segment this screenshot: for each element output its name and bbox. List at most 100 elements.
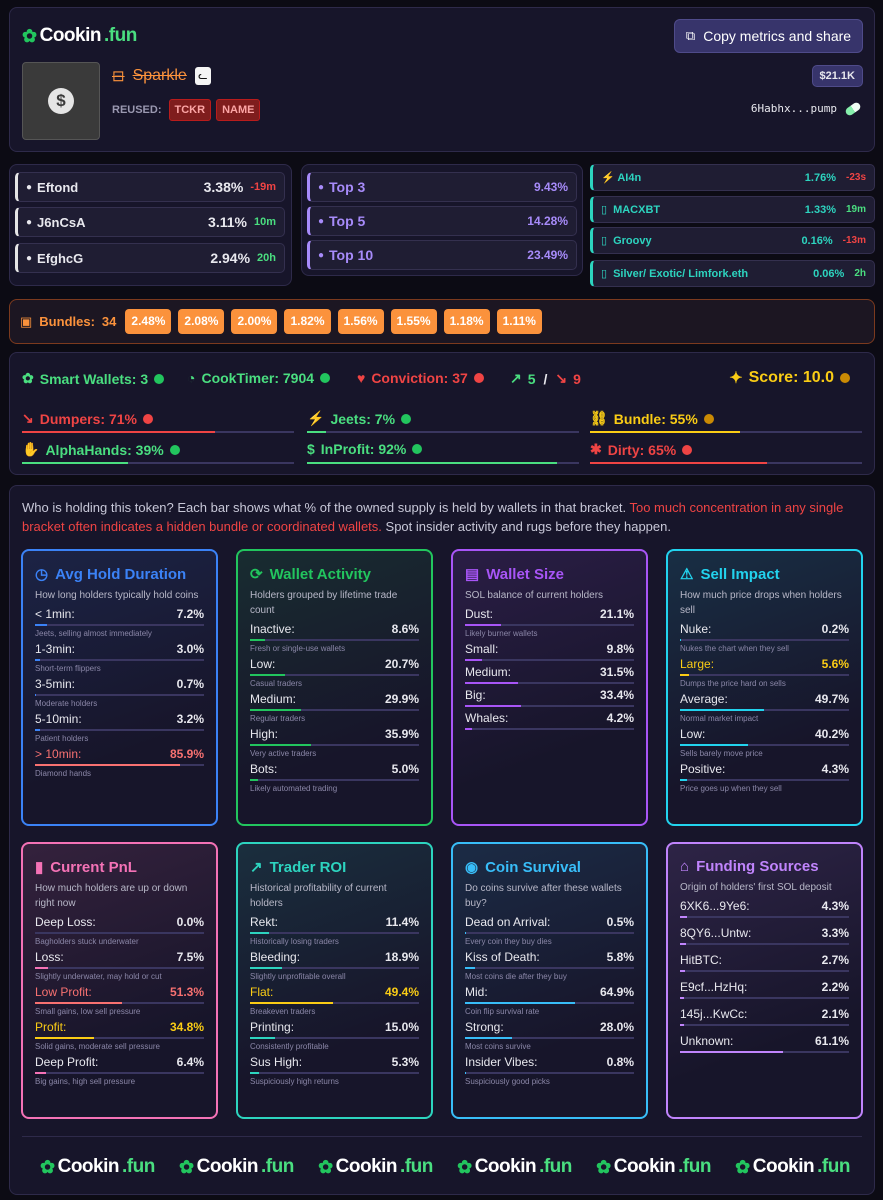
stat-row[interactable]: 6XK6...9Ye6: 4.3%	[680, 899, 849, 918]
stat-value: 3.2%	[176, 712, 204, 726]
stat-row-line: Bleeding: 18.9%	[250, 950, 419, 964]
bundle-pill[interactable]: 1.18%	[443, 309, 490, 334]
stat-row[interactable]: Small: 9.8%	[465, 642, 634, 661]
stat-row[interactable]: Low: 40.2% Sells barely move price	[680, 727, 849, 758]
stat-bar	[35, 764, 204, 766]
stat-row[interactable]: Sus High: 5.3% Suspiciously high returns	[250, 1055, 419, 1086]
share-button[interactable]: ⧉ Copy metrics and share	[674, 19, 863, 53]
stat-row[interactable]: 3-5min: 0.7% Moderate holders	[35, 677, 204, 708]
stat-row[interactable]: High: 35.9% Very active traders	[250, 727, 419, 758]
stat-row[interactable]: Whales: 4.2%	[465, 711, 634, 730]
stat-row[interactable]: 8QY6...Untw: 3.3%	[680, 926, 849, 945]
holder-row[interactable]: ● J6nCsA 3.11% 10m	[15, 207, 285, 237]
stat-subtext: Short-term flippers	[35, 664, 101, 673]
bundle-pill[interactable]: 2.00%	[231, 309, 278, 334]
stat-row[interactable]: Big: 33.4%	[465, 688, 634, 707]
stat-row[interactable]: Strong: 28.0% Most coins survive	[465, 1020, 634, 1051]
stat-row[interactable]: > 10min: 85.9% Diamond hands	[35, 747, 204, 778]
top-group-row[interactable]: ● Top 10 23.49%	[307, 240, 577, 270]
stat-row[interactable]: 5-10min: 3.2% Patient holders	[35, 712, 204, 743]
kol-row[interactable]: ▯ MACXBT 1.33% 19m	[590, 196, 875, 223]
top-group-row[interactable]: ● Top 5 14.28%	[307, 206, 577, 236]
stat-row[interactable]: Bleeding: 18.9% Slightly unprofitable over…	[250, 950, 419, 981]
stat-row[interactable]: 145j...KwCc: 2.1%	[680, 1007, 849, 1026]
cooktimer-metric[interactable]: ◔ CookTimer: 7904	[187, 370, 331, 386]
bundle-pill[interactable]: 1.56%	[337, 309, 384, 334]
alphahands-metric[interactable]: ✋ AlphaHands: 39%	[22, 441, 180, 458]
smart-wallets-metric[interactable]: ✿ Smart Wallets: 3	[22, 370, 165, 387]
stat-row[interactable]: Flat: 49.4% Breakeven traders	[250, 985, 419, 1016]
stat-row[interactable]: Kiss of Death: 5.8% Most coins die after t…	[465, 950, 634, 981]
stat-row[interactable]: Large: 5.6% Dumps the price hard on sells	[680, 657, 849, 688]
stat-row[interactable]: 1-3min: 3.0% Short-term flippers	[35, 642, 204, 673]
stat-bar	[465, 705, 634, 707]
logo[interactable]: ✿ Cookin .fun	[22, 25, 137, 46]
stat-row[interactable]: Deep Loss: 0.0% Bagholders stuck underwate…	[35, 915, 204, 946]
stat-row[interactable]: HitBTC: 2.7%	[680, 953, 849, 972]
kol-row[interactable]: ▯ Silver/ Exotic/ Limfork.eth 0.06% 2h	[590, 260, 875, 287]
stat-row[interactable]: Inactive: 8.6% Fresh or single-use wallets	[250, 622, 419, 653]
holder-row[interactable]: ● Eftond 3.38% -19m	[15, 172, 285, 202]
stat-subtext: Suspiciously good picks	[465, 1077, 550, 1086]
stat-row[interactable]: Deep Profit: 6.4% Big gains, high sell pre…	[35, 1055, 204, 1086]
stat-subtext: Most coins survive	[465, 1042, 531, 1051]
stat-bar	[465, 1037, 634, 1039]
footer-logo[interactable]: ✿ Cookin .fun	[735, 1156, 850, 1177]
dumpers-metric[interactable]: ↘ Dumpers: 71%	[22, 410, 153, 427]
stat-row[interactable]: Insider Vibes: 0.8% Suspiciously good pick…	[465, 1055, 634, 1086]
stat-row[interactable]: Low Profit: 51.3% Small gains, low sell pr…	[35, 985, 204, 1016]
score-metric[interactable]: ✦ Score: 10.0	[729, 368, 850, 388]
bundle-pill[interactable]: 1.11%	[496, 309, 542, 334]
stat-row[interactable]: E9cf...HzHq: 2.2%	[680, 980, 849, 999]
bundle-bar-fill	[590, 431, 740, 433]
stat-row-line: Insider Vibes: 0.8%	[465, 1055, 634, 1069]
stat-bar	[680, 674, 849, 676]
stat-subtext: Likely burner wallets	[465, 629, 538, 638]
stat-row[interactable]: < 1min: 7.2% Jeets, selling almost immedia…	[35, 607, 204, 638]
contract-address[interactable]: 6Habhx...pump	[751, 100, 862, 117]
bundle-pill[interactable]: 2.08%	[178, 309, 225, 334]
footer-logo[interactable]: ✿ Cookin .fun	[318, 1156, 433, 1177]
stat-row[interactable]: Loss: 7.5% Slightly underwater, may hold o…	[35, 950, 204, 981]
footer-logo[interactable]: ✿ Cookin .fun	[40, 1156, 155, 1177]
stat-row[interactable]: Mid: 64.9% Coin flip survival rate	[465, 985, 634, 1016]
bundle-metric[interactable]: ⛓ Bundle: 55%	[590, 410, 714, 427]
stat-bar-fill	[465, 659, 482, 661]
stat-bar-fill	[680, 744, 748, 746]
stat-row-line: Small: 9.8%	[465, 642, 634, 656]
conviction-metric[interactable]: ♥ Conviction: 37	[357, 370, 484, 386]
stat-row[interactable]: Unknown: 61.1%	[680, 1034, 849, 1053]
stat-row-line: Strong: 28.0%	[465, 1020, 634, 1034]
footer-logo[interactable]: ✿ Cookin .fun	[179, 1156, 294, 1177]
stat-bar	[465, 1002, 634, 1004]
stat-bar-fill	[465, 932, 466, 934]
footer-logo[interactable]: ✿ Cookin .fun	[596, 1156, 711, 1177]
bundle-pill[interactable]: 1.55%	[390, 309, 437, 334]
stat-row-line: 3-5min: 0.7%	[35, 677, 204, 691]
holder-row[interactable]: ● EfghcG 2.94% 20h	[15, 243, 285, 273]
users-icon: ●	[318, 249, 325, 261]
stat-row[interactable]: Bots: 5.0% Likely automated trading	[250, 762, 419, 793]
stat-row[interactable]: Average: 49.7% Normal market impact	[680, 692, 849, 723]
stat-row[interactable]: Positive: 4.3% Price goes up when they sel…	[680, 762, 849, 793]
jeets-metric[interactable]: ⚡ Jeets: 7%	[307, 410, 412, 427]
stat-row[interactable]: Printing: 15.0% Consistently profitable	[250, 1020, 419, 1051]
footer-logo[interactable]: ✿ Cookin .fun	[457, 1156, 572, 1177]
top-group-row[interactable]: ● Top 3 9.43%	[307, 172, 577, 202]
stat-row[interactable]: Medium: 31.5%	[465, 665, 634, 684]
kol-row[interactable]: ⚡ AI4n 1.76% -23s	[590, 164, 875, 191]
stat-value: 3.0%	[176, 642, 204, 656]
stat-row[interactable]: Dust: 21.1% Likely burner wallets	[465, 607, 634, 638]
stat-row[interactable]: Low: 20.7% Casual traders	[250, 657, 419, 688]
kol-row[interactable]: ▯ Groovy 0.16% -13m	[590, 227, 875, 254]
bundle-pill[interactable]: 2.48%	[125, 309, 172, 334]
bundle-pill[interactable]: 1.82%	[284, 309, 331, 334]
stat-row[interactable]: Profit: 34.8% Solid gains, moderate sell p…	[35, 1020, 204, 1051]
stat-row[interactable]: Dead on Arrival: 0.5% Every coin they buy …	[465, 915, 634, 946]
stat-row[interactable]: Medium: 29.9% Regular traders	[250, 692, 419, 723]
dirty-metric[interactable]: ✱ Dirty: 65%	[590, 441, 693, 458]
stat-row[interactable]: Rekt: 11.4% Historically losing traders	[250, 915, 419, 946]
stat-row[interactable]: Nuke: 0.2% Nukes the chart when they sell	[680, 622, 849, 653]
inprofit-metric[interactable]: $ InProfit: 92%	[307, 441, 423, 457]
stat-value: 31.5%	[599, 665, 634, 679]
